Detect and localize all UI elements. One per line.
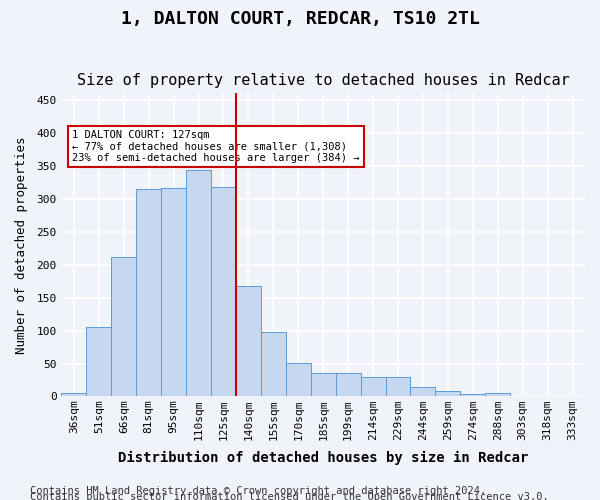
Bar [460, 394, 485, 396]
Bar [112, 258, 136, 396]
Text: 1 DALTON COURT: 127sqm
← 77% of detached houses are smaller (1,308)
23% of semi-: 1 DALTON COURT: 127sqm ← 77% of detached… [72, 130, 359, 163]
Bar [485, 393, 510, 396]
Bar [286, 363, 311, 396]
Text: 1, DALTON COURT, REDCAR, TS10 2TL: 1, DALTON COURT, REDCAR, TS10 2TL [121, 10, 479, 28]
Bar [410, 386, 436, 396]
Y-axis label: Number of detached properties: Number of detached properties [15, 136, 28, 354]
Bar [261, 332, 286, 396]
Bar [335, 374, 361, 396]
Text: Contains HM Land Registry data © Crown copyright and database right 2024.: Contains HM Land Registry data © Crown c… [30, 486, 486, 496]
Bar [86, 326, 112, 396]
Text: Contains public sector information licensed under the Open Government Licence v3: Contains public sector information licen… [30, 492, 549, 500]
Bar [61, 392, 86, 396]
Bar [436, 391, 460, 396]
X-axis label: Distribution of detached houses by size in Redcar: Distribution of detached houses by size … [118, 451, 529, 465]
Title: Size of property relative to detached houses in Redcar: Size of property relative to detached ho… [77, 73, 569, 88]
Bar [311, 374, 335, 396]
Bar [386, 376, 410, 396]
Bar [211, 187, 236, 396]
Bar [361, 378, 386, 396]
Bar [161, 188, 186, 396]
Bar [186, 170, 211, 396]
Bar [136, 189, 161, 396]
Bar [236, 286, 261, 397]
